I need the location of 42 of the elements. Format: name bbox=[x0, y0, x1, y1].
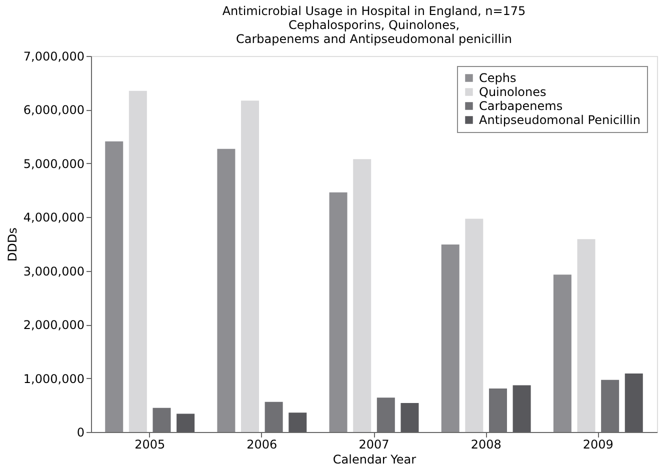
legend-label: Quinolones bbox=[479, 85, 546, 99]
bar bbox=[400, 402, 419, 432]
x-axis-title: Calendar Year bbox=[332, 452, 416, 466]
bar bbox=[288, 412, 307, 432]
legend-label: Cephs bbox=[479, 71, 516, 85]
bar bbox=[353, 159, 372, 432]
x-tick-label: 2005 bbox=[134, 438, 166, 452]
y-tick-label: 3,000,000 bbox=[23, 264, 84, 278]
bar bbox=[465, 218, 484, 432]
bar bbox=[217, 148, 236, 432]
bar bbox=[241, 100, 260, 432]
bar bbox=[264, 402, 283, 432]
x-tick-label: 2009 bbox=[582, 438, 614, 452]
bar bbox=[601, 380, 620, 432]
y-tick-label: 4,000,000 bbox=[23, 210, 84, 225]
bar bbox=[105, 141, 124, 432]
text: Carbapenems and Antipseudomonal penicillin bbox=[236, 32, 512, 46]
bar bbox=[128, 90, 147, 432]
y-tick-label: 7,000,000 bbox=[23, 50, 84, 64]
x-tick-label: 2008 bbox=[470, 438, 502, 452]
y-axis-title: DDDs bbox=[5, 228, 20, 262]
legend-label: Carbapenems bbox=[479, 99, 563, 113]
x-tick-label: 2006 bbox=[246, 438, 278, 452]
bar bbox=[624, 373, 643, 432]
text: Cephalosporins, Quinolones, bbox=[288, 18, 460, 32]
y-tick-label: 2,000,000 bbox=[23, 318, 84, 332]
bar bbox=[176, 414, 195, 432]
bar bbox=[553, 274, 572, 432]
y-tick-label: 1,000,000 bbox=[23, 372, 84, 386]
y-tick-label: 5,000,000 bbox=[23, 156, 84, 171]
bar bbox=[152, 408, 171, 432]
legend-label: Antipseudomonal Penicillin bbox=[479, 113, 640, 127]
text: Antimicrobial Usage in Hospital in England, n=175 bbox=[222, 4, 526, 18]
bar bbox=[512, 385, 531, 432]
y-tick-label: 6,000,000 bbox=[23, 103, 84, 118]
bar bbox=[329, 192, 348, 432]
y-tick-label: 0 bbox=[76, 426, 84, 440]
bar bbox=[441, 244, 460, 432]
bar bbox=[488, 388, 507, 432]
bar bbox=[376, 398, 395, 432]
bar bbox=[577, 239, 596, 432]
x-tick-label: 2007 bbox=[358, 438, 390, 452]
